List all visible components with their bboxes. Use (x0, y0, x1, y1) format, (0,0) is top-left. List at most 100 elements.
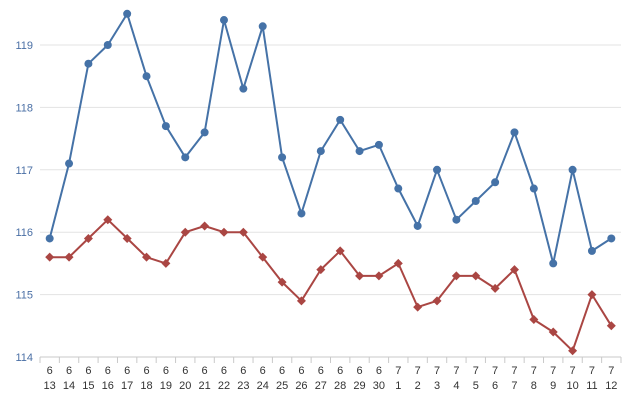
data-point (142, 252, 152, 262)
data-point (568, 346, 578, 356)
y-tick-label: 119 (15, 40, 33, 52)
data-point (161, 258, 171, 268)
x-tick-label: 6 16 (102, 365, 114, 392)
x-tick-label: 6 22 (218, 365, 230, 392)
x-tick-label: 6 28 (334, 365, 346, 392)
data-point (180, 227, 190, 237)
x-tick-label: 6 17 (121, 365, 133, 392)
data-point (64, 252, 74, 262)
data-point (587, 246, 596, 255)
data-point (239, 84, 248, 93)
x-tick-label: 7 11 (586, 365, 597, 392)
x-tick-label: 6 23 (237, 365, 249, 392)
data-point (219, 227, 229, 237)
x-tick-label: 6 24 (257, 365, 269, 392)
data-point (413, 302, 423, 312)
data-point (316, 147, 325, 156)
data-point (432, 296, 442, 306)
y-tick-label: 116 (15, 227, 33, 239)
data-point (103, 41, 112, 49)
data-point (238, 227, 248, 237)
series-1 (45, 9, 616, 268)
y-axis: 114 115 116 117 118 119 (15, 40, 33, 364)
data-point (374, 271, 384, 281)
y-tick-label: 115 (15, 290, 33, 302)
data-point (433, 165, 442, 174)
y-tick-label: 118 (15, 102, 33, 114)
data-point (219, 16, 228, 25)
series-lines (45, 9, 616, 356)
grid-lines (40, 44, 621, 296)
x-tick-label: 6 14 (63, 365, 75, 392)
data-point (83, 233, 93, 243)
data-point (296, 296, 306, 306)
x-tick-label: 7 12 (605, 365, 617, 392)
data-point (510, 128, 519, 137)
data-point (316, 265, 326, 275)
data-point (84, 59, 93, 68)
series-line (49, 218, 613, 352)
x-axis: 6 13 6 14 6 15 6 16 6 17 6 18 6 19 6 20 6 21 6 22 6 23 6 24 6 25 6… (39, 356, 622, 392)
data-point (161, 122, 170, 131)
data-point (355, 147, 364, 156)
data-point (65, 159, 74, 168)
data-point (607, 234, 616, 243)
data-point (297, 209, 306, 218)
data-point (549, 259, 558, 268)
x-tick-label: 6 25 (276, 365, 288, 392)
x-tick-label: 6 15 (82, 365, 94, 392)
x-tick-label: 6 26 (295, 365, 307, 392)
x-tick-label: 6 21 (198, 365, 210, 392)
data-point (451, 271, 461, 281)
data-point (200, 128, 209, 137)
data-point (355, 271, 365, 281)
data-point (278, 153, 287, 162)
data-point (200, 221, 210, 231)
data-point (123, 9, 132, 18)
x-tick-label: 6 30 (373, 365, 385, 392)
y-tick-label: 117 (15, 165, 33, 177)
x-tick-label: 6 19 (160, 365, 172, 392)
data-point (413, 221, 422, 230)
data-point (277, 277, 287, 287)
data-point (509, 265, 519, 275)
data-point (471, 197, 480, 205)
data-point (45, 234, 54, 243)
x-tick-label: 6 27 (315, 365, 327, 392)
data-point (568, 165, 577, 174)
x-tick-label: 7 10 (566, 365, 578, 392)
data-point (336, 115, 345, 124)
data-point (529, 315, 539, 325)
data-point (394, 184, 403, 193)
data-point (529, 184, 538, 193)
x-tick-label: 6 18 (140, 365, 152, 392)
y-tick-label: 114 (15, 352, 33, 364)
data-point (393, 258, 403, 268)
x-tick-label: 6 29 (353, 365, 365, 392)
series-line (48, 12, 612, 265)
data-point (335, 246, 345, 256)
data-point (490, 283, 500, 293)
data-point (103, 215, 113, 225)
series-2 (45, 215, 616, 356)
x-tick-label: 6 20 (179, 365, 191, 392)
data-point (45, 252, 55, 262)
data-point (258, 252, 268, 262)
data-point (587, 290, 597, 300)
data-point (258, 22, 267, 31)
data-point (606, 321, 616, 331)
data-point (491, 178, 500, 187)
data-point (374, 140, 383, 149)
data-point (122, 233, 132, 243)
data-point (181, 153, 190, 162)
